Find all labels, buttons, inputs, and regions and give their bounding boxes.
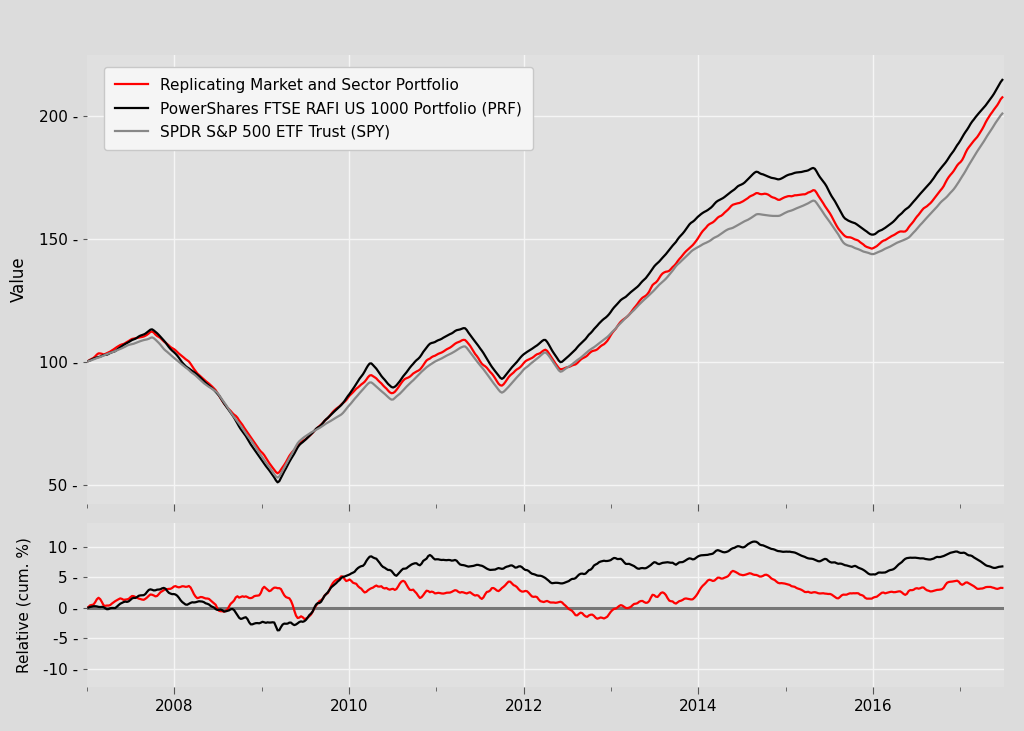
Y-axis label: Relative (cum. %): Relative (cum. %) (16, 537, 32, 673)
Legend: Replicating Market and Sector Portfolio, PowerShares FTSE RAFI US 1000 Portfolio: Replicating Market and Sector Portfolio,… (103, 67, 532, 150)
Y-axis label: Value: Value (9, 257, 28, 303)
